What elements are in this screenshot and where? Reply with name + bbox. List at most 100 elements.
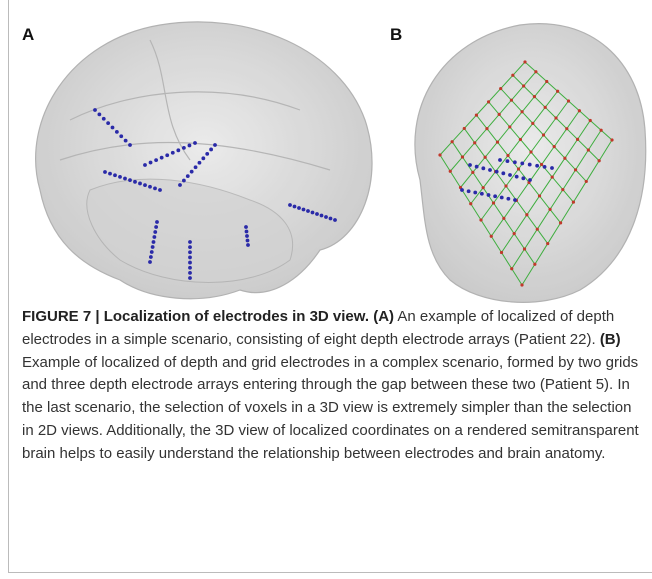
grid-wire	[439, 61, 526, 156]
electrode-contact	[205, 151, 210, 156]
figure-image: A B	[22, 21, 647, 303]
grid-contact	[483, 155, 487, 159]
electrode-contact	[148, 255, 153, 259]
electrode-contact	[479, 191, 484, 196]
electrode-contact	[148, 260, 152, 264]
electrode-contact	[213, 143, 217, 147]
electrode-contact	[209, 147, 214, 152]
electrode-contact	[550, 166, 554, 170]
caption-label: (B)	[599, 330, 621, 348]
grid-contact	[495, 140, 500, 144]
caption-label: (A)	[373, 308, 395, 325]
grid-contact	[460, 155, 465, 159]
electrode-contact	[333, 218, 337, 222]
grid-contact	[499, 250, 504, 255]
grid-wire	[470, 90, 559, 205]
electrode-contact	[159, 155, 164, 160]
electrode-contact	[246, 243, 250, 247]
electrode-contact	[150, 245, 155, 249]
caption-title: FIGURE 7 | Localization of electrodes in…	[22, 308, 370, 325]
grid-contact	[481, 186, 485, 190]
electrode-contact	[148, 160, 153, 165]
electrode-contact	[151, 240, 156, 244]
electrode-contact	[154, 225, 159, 229]
grid-contact	[502, 216, 506, 220]
grid-contact	[486, 100, 491, 104]
electrode-contact	[101, 116, 106, 121]
grid-contact	[541, 133, 546, 137]
grid-contact	[523, 60, 527, 64]
electrode-contact	[133, 179, 137, 184]
grid-contact	[525, 213, 529, 217]
electrode-contact	[154, 158, 159, 163]
electrode-contact	[197, 160, 202, 165]
grid-contact	[497, 112, 501, 116]
grid-contact	[448, 169, 452, 173]
electrode-contact	[324, 215, 328, 219]
grid-contact	[565, 127, 569, 131]
grid-contact	[474, 113, 479, 117]
electrode-contact	[188, 260, 192, 265]
electrode-contact	[201, 156, 206, 161]
electrode-contact	[188, 265, 192, 270]
electrode-contact	[188, 270, 192, 275]
electrode-contact	[165, 153, 170, 158]
electrode-contact	[328, 216, 333, 221]
grid-contact	[586, 148, 590, 152]
electrode-contact	[128, 143, 132, 147]
grid-contact	[599, 128, 603, 132]
caption-text: Example of localized of depth and grid e…	[22, 353, 639, 462]
electrode-contact	[474, 164, 479, 169]
grid-contact	[522, 84, 526, 88]
grid-contact	[610, 138, 614, 142]
electrode-contact	[292, 204, 297, 209]
grid-contact	[518, 137, 522, 142]
grid-contact	[520, 283, 524, 287]
electrode-contact	[152, 235, 157, 239]
electrode-contact	[178, 183, 182, 187]
electrode-contact	[193, 141, 197, 145]
grid-contact	[516, 167, 521, 171]
grid-contact	[535, 227, 539, 231]
electrode-contact	[501, 171, 506, 176]
electrode-contact	[138, 181, 142, 186]
grid-contact	[566, 99, 571, 103]
electrode-contact	[315, 212, 319, 216]
electrode-contact	[106, 121, 111, 126]
electrode-contact	[143, 163, 147, 167]
electrode-contact	[244, 229, 249, 234]
grid-contact	[511, 73, 515, 77]
electrode-contact	[468, 163, 472, 167]
electrode-contact	[188, 250, 192, 255]
electrode-contact	[153, 186, 157, 191]
electrode-contact	[512, 160, 517, 165]
grid-contact	[485, 127, 489, 131]
grid-contact	[537, 194, 542, 198]
grid-contact	[438, 153, 442, 157]
electrode-contact	[488, 168, 492, 172]
electrode-contact	[527, 162, 532, 167]
caption-text: An example of localized of depth electro…	[22, 308, 615, 348]
electrode-contact	[188, 276, 192, 280]
electrode-contact	[486, 193, 491, 197]
electrode-contact	[288, 203, 292, 207]
grid-wire	[460, 81, 548, 188]
electrode-contact	[128, 178, 132, 183]
electrode-contact	[93, 108, 97, 112]
electrode-contact	[514, 174, 519, 179]
grid-contact	[469, 202, 473, 206]
grid-contact	[479, 218, 483, 222]
grid-contact	[489, 234, 493, 238]
grid-contact	[543, 105, 547, 109]
electrode-contact	[158, 188, 162, 192]
electrode-contact	[245, 234, 249, 238]
electrode-contact	[123, 138, 128, 143]
electrode-contact	[153, 230, 158, 234]
electrode-contact	[188, 255, 192, 260]
electrode-contact	[170, 150, 175, 155]
electrode-contact	[185, 174, 190, 179]
electrode-contact	[310, 210, 315, 215]
grid-contact	[506, 153, 510, 158]
electrode-contact	[176, 148, 181, 153]
